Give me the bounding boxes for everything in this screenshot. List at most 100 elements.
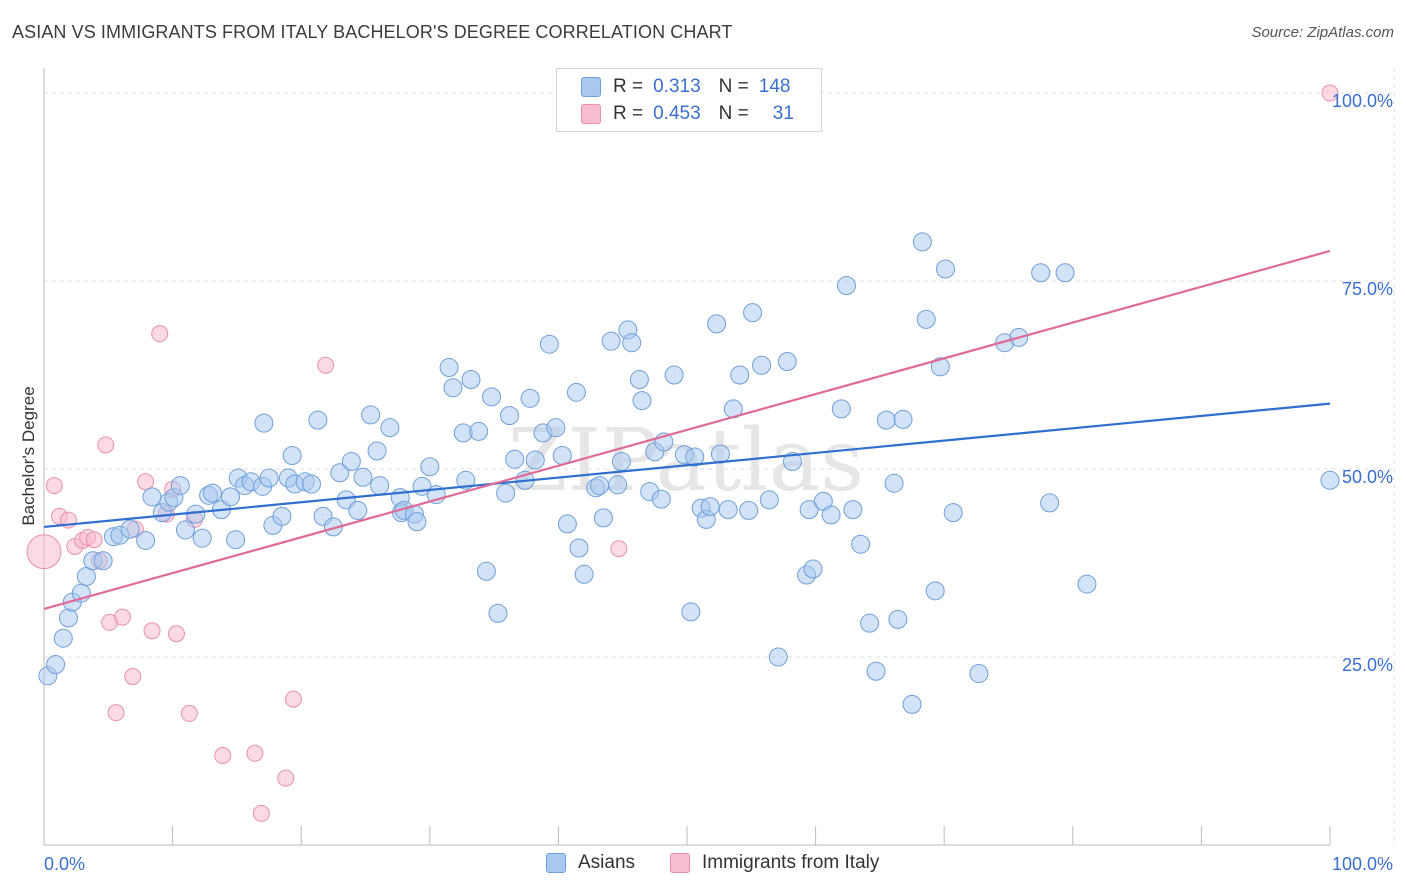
asian-point [525,450,545,470]
y-axis-label: Bachelor's Degree [19,386,38,525]
asian-point [821,505,841,525]
italy-point [284,690,302,708]
y-tick-label: 50.0% [1342,467,1393,487]
asian-point [799,500,819,520]
asian-point [888,609,908,629]
legend-row-asians: R = 0.313 N = 148 [581,76,790,98]
italy-point [137,473,155,491]
asian-point [843,500,863,520]
legend: R = 0.313 N = 148 R = 0.453 N = 31 [556,68,822,132]
italy-point [246,744,264,762]
asian-point [803,559,823,579]
asian-point [866,661,886,681]
asian-point [539,334,559,354]
asian-point [566,382,586,402]
asian-point [93,551,113,571]
source-label: Source: ZipAtlas.com [1251,24,1394,41]
asian-point [876,410,896,430]
italy-point [252,804,270,822]
asian-point [353,467,373,487]
italy-point [180,704,198,722]
asian-point [912,232,932,252]
asian-point [943,503,963,523]
asian-point [851,534,871,554]
asian-point [718,500,738,520]
legend-row-italy: R = 0.453 N = 31 [581,103,794,125]
italy-point [26,534,62,570]
asian-point [58,608,78,628]
italy-point [85,531,103,549]
asian-point [407,512,427,532]
asian-point [420,457,440,477]
asians-swatch [581,77,601,97]
asian-point [175,520,195,540]
asian-point [1077,574,1097,594]
asian-point [632,391,652,411]
italy-point [214,747,232,765]
asian-point [308,410,328,430]
asian-point [930,357,950,377]
asian-point [496,483,516,503]
tick-labels: 0.0% 100.0% 25.0% 50.0% 75.0% 100.0% [44,91,1393,874]
asian-point [831,399,851,419]
asian-point [505,449,525,469]
asian-point [120,519,140,539]
asian-point [884,473,904,493]
italy-point [113,608,131,626]
asian-point [743,303,763,323]
asian-point [520,388,540,408]
axes [43,68,1331,846]
asian-point [259,468,279,488]
asian-point [1040,493,1060,513]
italy-point [317,356,335,374]
asian-point [220,487,240,507]
y-tick-label: 75.0% [1342,279,1393,299]
asian-point [546,418,566,438]
asian-point [301,474,321,494]
italy-point [97,436,115,454]
asian-point [935,259,955,279]
asian-point [700,497,720,517]
asian-point [651,489,671,509]
asian-point [608,475,628,495]
asian-point [469,421,489,441]
asian-point [341,452,361,471]
italy-point [151,325,169,343]
asian-point [916,309,936,329]
asians-swatch [546,853,566,873]
legend-r-value: 0.313 [653,76,701,97]
asian-point [282,445,302,465]
asian-point [925,581,945,601]
asian-point [739,500,759,520]
asian-point [593,508,613,528]
regression-lines [43,249,1331,610]
asian-point [1031,263,1051,283]
asian-point [226,530,246,550]
asian-point [380,418,400,438]
legend-n-label: N = [718,103,749,124]
bottom-legend-italy-label: Immigrants from Italy [702,852,880,873]
asian-point [836,276,856,296]
asian-point [860,613,880,633]
asian-point [629,370,649,390]
italy-point [107,704,125,722]
italy-point [124,668,142,686]
asian-point [192,528,212,548]
chart-title: ASIAN VS IMMIGRANTS FROM ITALY BACHELOR'… [12,22,733,42]
asian-point [272,506,292,526]
asian-point [685,447,705,467]
italy-point [610,540,628,558]
asian-point [777,351,797,371]
asian-point [202,483,222,503]
asian-point [1055,263,1075,283]
asian-point [611,452,631,471]
asian-point [361,405,381,425]
asian-point [370,476,390,496]
x-tick-label: 0.0% [44,854,85,874]
bottom-legend-asians-label: Asians [578,852,636,873]
asian-point [664,365,684,385]
asian-point [969,664,989,684]
italy-point [45,477,63,495]
legend-n-label: N = [718,76,749,97]
